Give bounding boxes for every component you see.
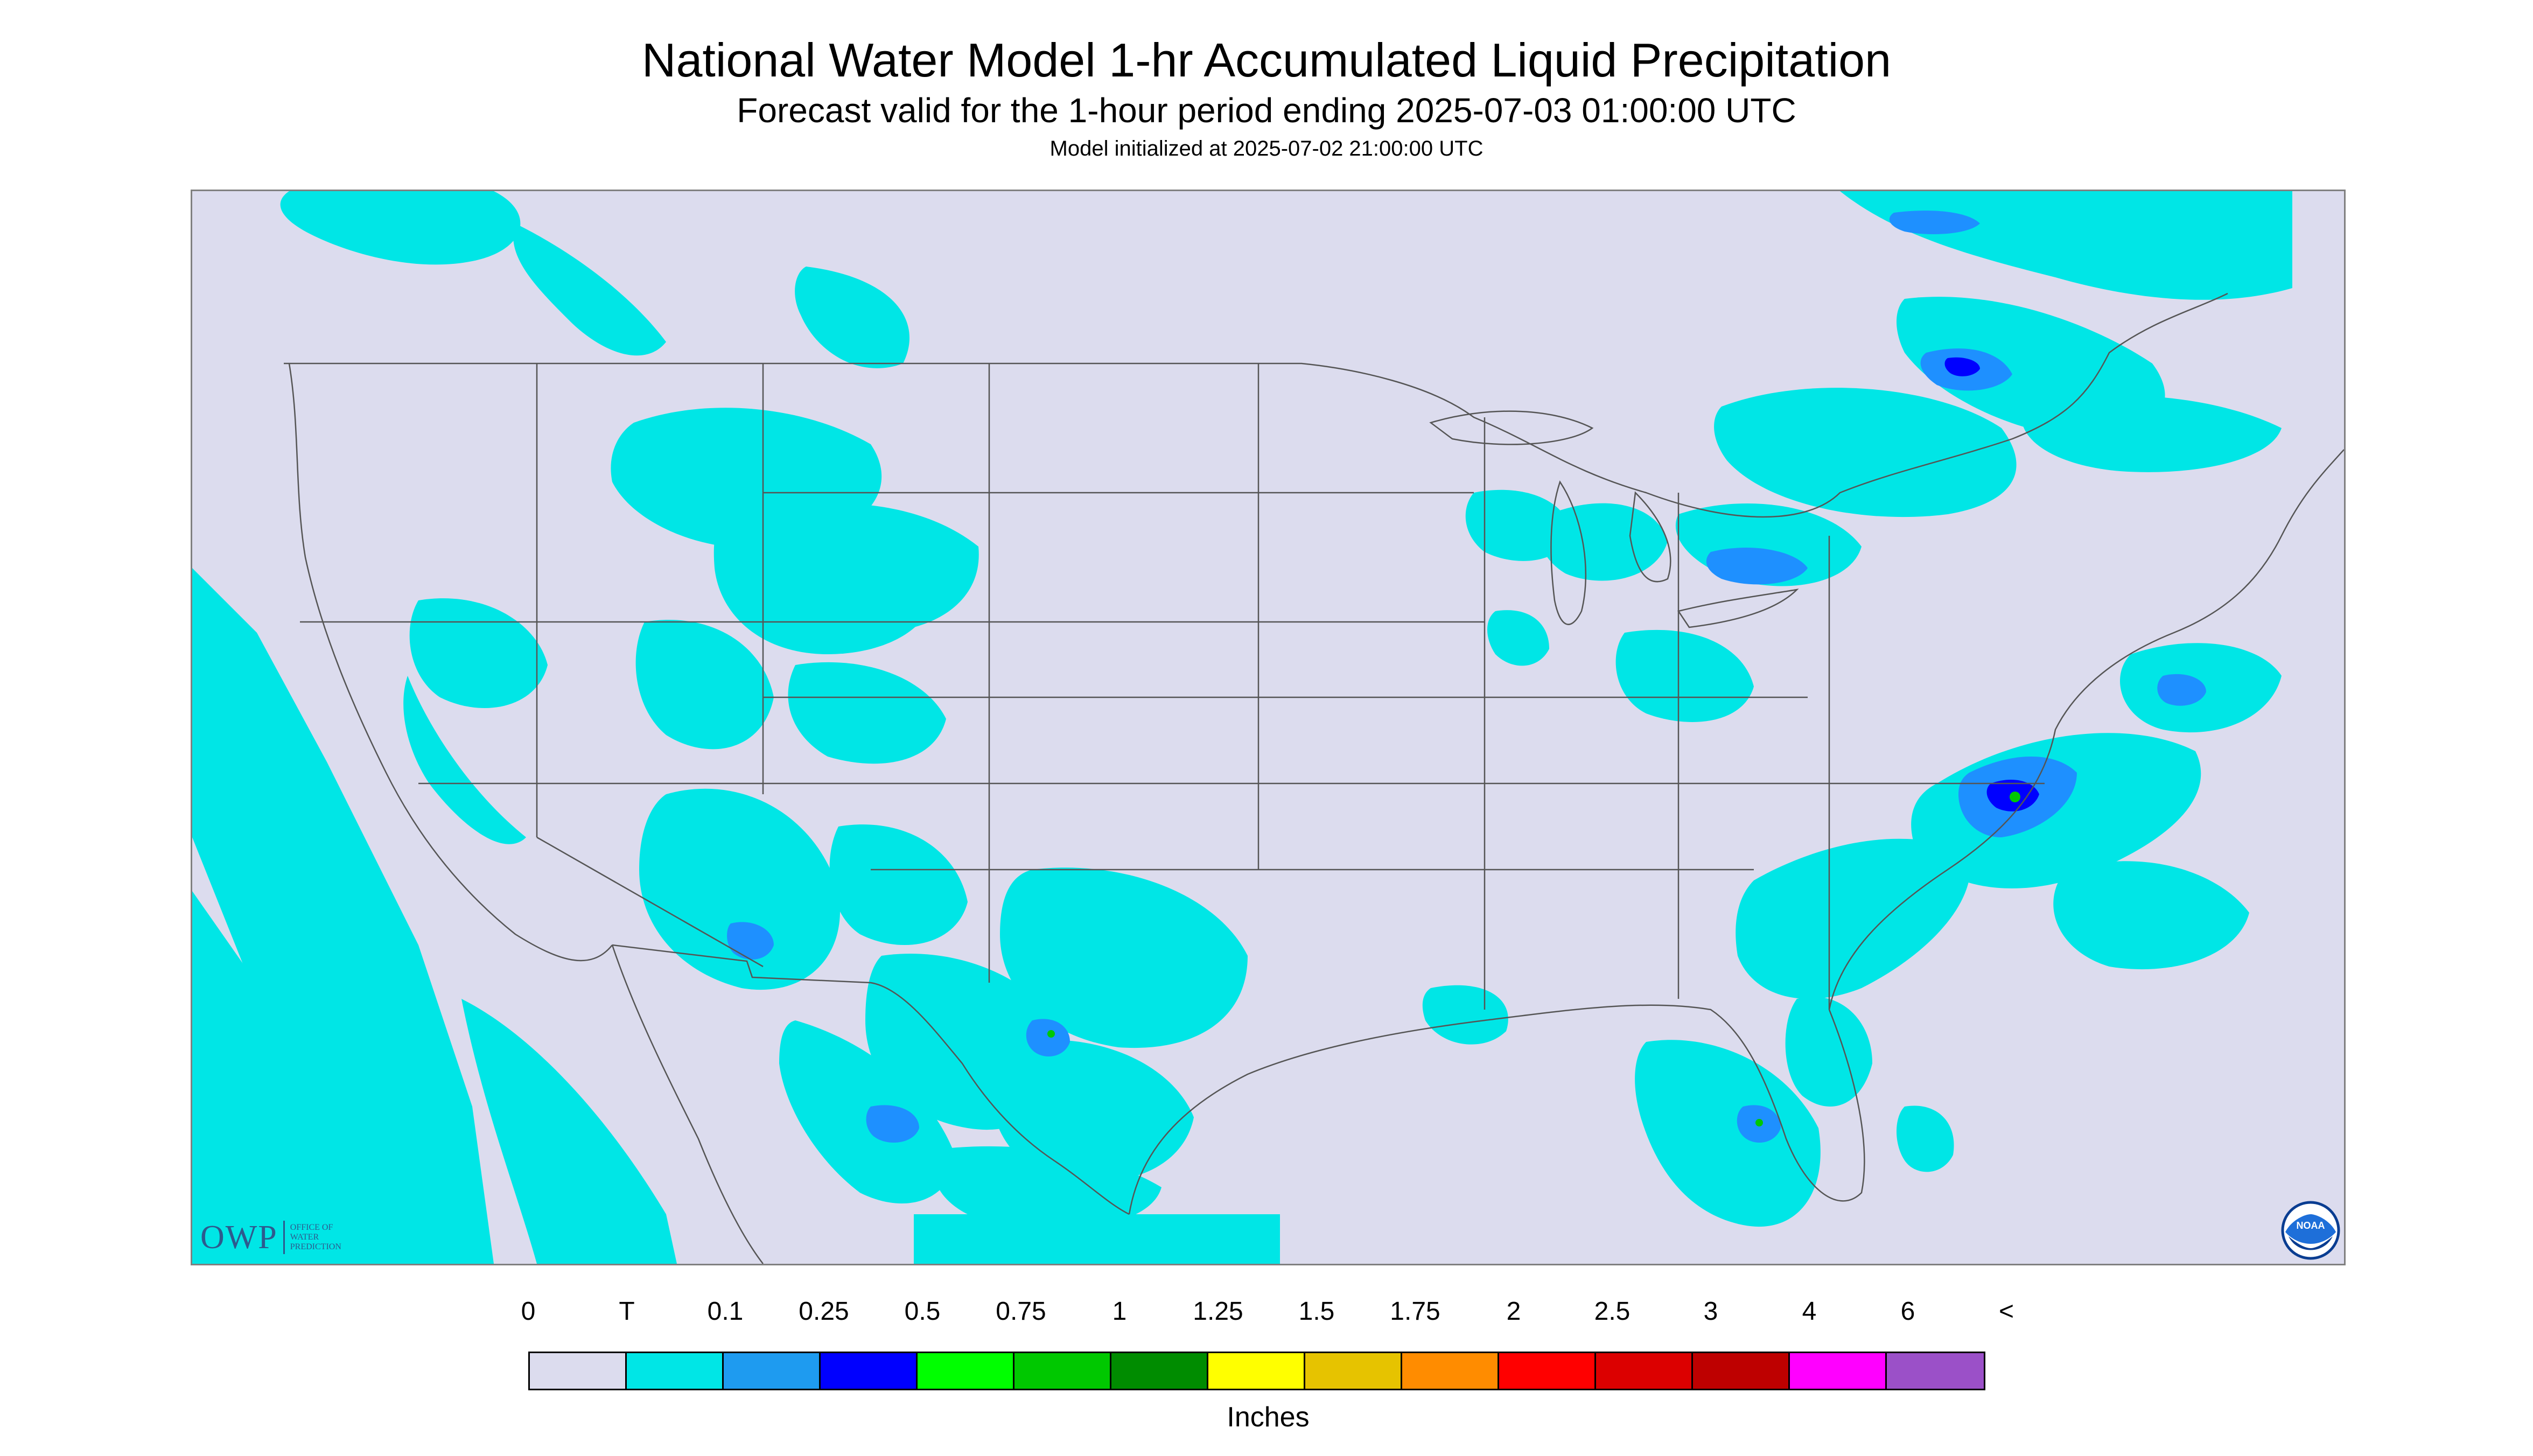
precip-pacific-band [192,568,494,1264]
precip-illinois [1487,610,1549,666]
precip-colorado [788,662,946,764]
legend-label-13: 4 [1802,1297,1817,1326]
noaa-logo-text: NOAA [2297,1220,2325,1231]
legend-swatch-11 [1596,1353,1693,1389]
legend-label-5: 0.75 [996,1297,1046,1326]
peak-cell-florida [1755,1119,1763,1126]
precip-nevada-band [403,676,526,844]
legend-swatch-8 [1305,1353,1402,1389]
legend-swatch-10 [1499,1353,1596,1389]
precip-moderate-lakes [1706,547,1808,585]
noaa-logo: NOAA [2281,1201,2340,1260]
legend-label-1: T [619,1297,635,1326]
precip-mexico-gulf [933,1146,1161,1229]
legend-label-10: 2 [1506,1297,1521,1326]
precip-alberta [795,267,909,368]
legend-label-15: < [1998,1297,2014,1326]
legend-swatch-6 [1111,1353,1208,1389]
owp-logo-text: OFFICE OF WATER PREDICTION [290,1223,341,1251]
forecast-valid-subtitle: Forecast valid for the 1-hour period end… [737,91,1796,130]
precip-pacific-offshore [192,891,386,1264]
legend-swatch-14 [1887,1353,1984,1389]
legend-label-0: 0 [521,1297,536,1326]
precip-quebec [1840,191,2292,300]
legend-swatch-12 [1693,1353,1790,1389]
precip-florida-east [1785,997,1872,1107]
legend-swatch-1 [627,1353,724,1389]
legend-swatch-2 [724,1353,821,1389]
legend-label-11: 2.5 [1594,1297,1631,1326]
precip-legend: 0 T 0.1 0.25 0.5 0.75 1 1.25 1.5 1.75 2 2.5 3 4 6 < Inc… [521,1297,2014,1437]
legend-labels: 0 T 0.1 0.25 0.5 0.75 1 1.25 1.5 1.75 2 2.5 3 4 6 < [521,1297,2014,1329]
legend-label-9: 1.75 [1390,1297,1440,1326]
owp-logo-letters: OWP [200,1219,278,1256]
precip-maine-band [2021,395,2282,472]
legend-label-3: 0.25 [799,1297,849,1326]
precip-moderate-areas [727,211,2206,1143]
model-init-line: Model initialized at 2025-07-02 21:00:00… [1049,137,1484,160]
map-title: National Water Model 1-hr Accumulated Li… [641,33,1892,87]
legend-label-4: 0.5 [904,1297,941,1326]
state-line-13 [536,836,764,968]
precip-central-texas [1000,867,1248,1048]
precip-florida [1635,1040,1821,1227]
precip-ohio-valley [1615,629,1754,722]
gulf-coastline [1128,1004,1865,1215]
legend-swatch-0 [530,1353,627,1389]
legend-swatch-5 [1014,1353,1111,1389]
legend-swatch-3 [821,1353,918,1389]
legend-label-14: 6 [1900,1297,1915,1326]
legend-swatch-13 [1790,1353,1887,1389]
owp-logo-divider [283,1221,285,1254]
precip-moderate-quebec [1889,211,1980,234]
precip-canada-west [280,191,521,265]
precip-light-areas [192,191,2292,1264]
lake-erie [1677,589,1799,628]
precip-dakota-west [752,503,979,633]
peak-cell-texas [1047,1030,1055,1038]
map-canvas [192,191,2344,1264]
precip-moderate-mexico [866,1105,919,1143]
precip-south-texas [991,1040,1194,1182]
precip-moderate-texas [1026,1019,1070,1056]
precip-peak-cells [1047,792,2020,1126]
precip-new-mexico [829,824,968,945]
legend-label-8: 1.5 [1298,1297,1335,1326]
pacific-coastline [288,363,613,962]
precip-utah [635,620,774,750]
legend-swatch-9 [1402,1353,1499,1389]
precip-arizona [639,788,841,990]
precip-great-basin [409,598,548,708]
peak-cell-carolina [2010,792,2020,802]
baja-coast [611,944,764,1264]
precip-ontario [1714,388,2017,517]
precip-atlantic-offshore [2053,861,2249,970]
precip-mexico-south [914,1214,1280,1264]
precip-moderate-ne-atlantic [2157,674,2206,706]
lake-superior [1429,410,1594,445]
lake-huron [1629,491,1671,583]
precip-moderate-arizona [727,922,774,960]
precipitation-map [191,190,2346,1265]
precip-michigan [1540,503,1668,581]
lake-michigan [1550,480,1587,625]
political-boundaries [284,292,2344,1264]
us-mexico-border [612,944,1130,1215]
legend-label-2: 0.1 [707,1297,744,1326]
legend-units-label: Inches [1227,1402,1310,1433]
precip-mexico-pacific [461,999,677,1264]
legend-label-12: 3 [1703,1297,1718,1326]
legend-swatch-7 [1208,1353,1305,1389]
precip-bahamas [1897,1105,1954,1172]
precip-heavy-ontario [1944,357,1980,376]
precip-gulf-coast [1422,985,1508,1045]
precip-southeast-band [1736,838,1971,999]
legend-label-6: 1 [1112,1297,1127,1326]
legend-swatch-4 [918,1353,1014,1389]
legend-label-7: 1.25 [1193,1297,1243,1326]
legend-colorbar [528,1352,1985,1390]
atlantic-coastline [1828,449,2344,1010]
precip-canada-band [513,223,666,356]
owp-logo: OWP OFFICE OF WATER PREDICTION [200,1218,341,1257]
